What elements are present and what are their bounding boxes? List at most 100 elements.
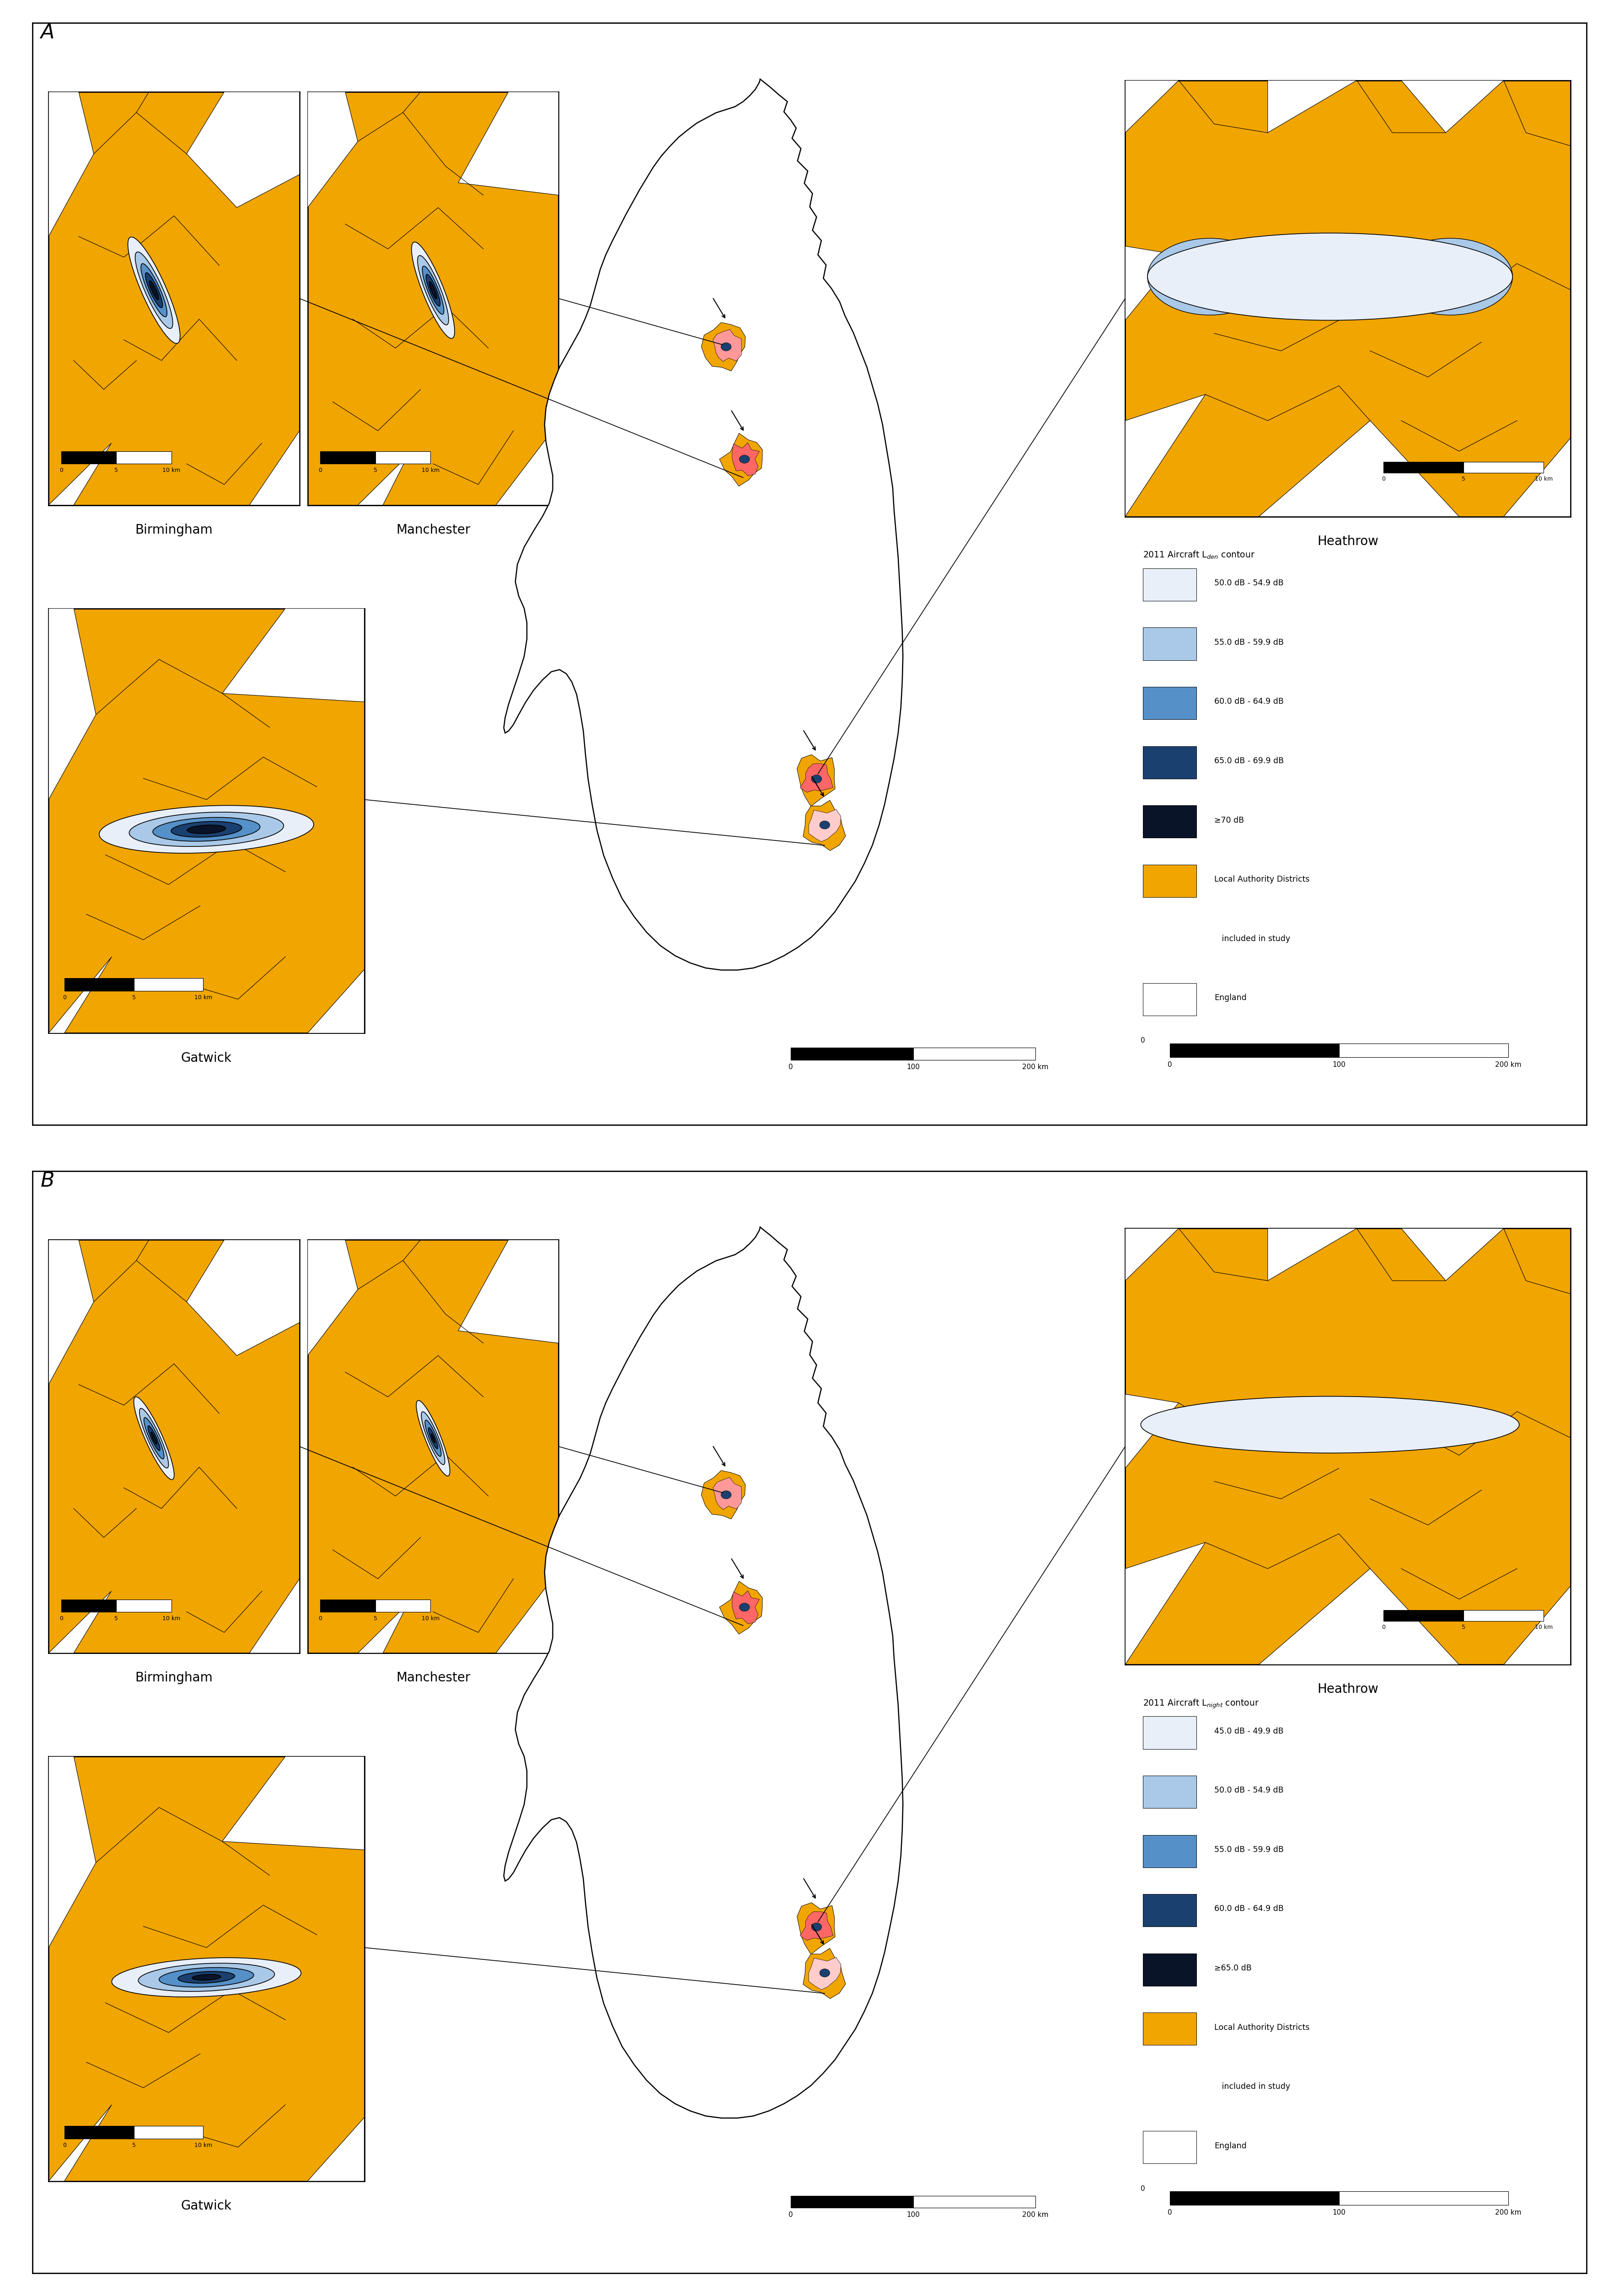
Bar — [1143, 1835, 1196, 1867]
Text: 200 km: 200 km — [1494, 1061, 1522, 1068]
Ellipse shape — [1148, 232, 1512, 321]
Text: England: England — [1214, 2142, 1247, 2149]
Ellipse shape — [819, 1970, 831, 1977]
Polygon shape — [186, 92, 300, 207]
Polygon shape — [186, 1240, 300, 1355]
Polygon shape — [495, 1570, 559, 1653]
Ellipse shape — [1182, 1403, 1478, 1446]
Text: 5: 5 — [115, 1616, 118, 1621]
Bar — [117, 1600, 172, 1612]
Bar — [790, 2195, 913, 2209]
Polygon shape — [49, 608, 96, 799]
Text: 100: 100 — [907, 1063, 920, 1070]
Ellipse shape — [141, 264, 167, 317]
Ellipse shape — [1290, 266, 1370, 287]
Bar — [1143, 569, 1196, 602]
Text: 10 km: 10 km — [1535, 1623, 1553, 1630]
Bar — [1143, 2014, 1196, 2046]
Text: 200 km: 200 km — [1494, 2209, 1522, 2216]
Bar — [1383, 1609, 1464, 1621]
Bar — [1383, 461, 1464, 473]
Polygon shape — [1260, 420, 1459, 517]
Bar — [65, 978, 134, 992]
Text: 0: 0 — [319, 1616, 322, 1621]
Ellipse shape — [112, 1958, 301, 1998]
Text: Gatwick: Gatwick — [181, 2200, 232, 2213]
Text: 0: 0 — [1167, 2209, 1172, 2216]
Text: 100: 100 — [1332, 1061, 1345, 1068]
Polygon shape — [800, 765, 834, 792]
Text: 5: 5 — [374, 1616, 377, 1621]
Bar — [1143, 866, 1196, 898]
Bar — [1169, 1042, 1339, 1056]
Text: 0: 0 — [1381, 1623, 1386, 1630]
Bar — [1464, 461, 1545, 473]
Text: 55.0 dB - 59.9 dB: 55.0 dB - 59.9 dB — [1214, 1846, 1284, 1853]
Polygon shape — [732, 443, 759, 475]
Polygon shape — [1402, 80, 1504, 133]
Ellipse shape — [152, 817, 261, 840]
Ellipse shape — [130, 813, 283, 847]
Ellipse shape — [416, 1401, 450, 1476]
Polygon shape — [808, 1958, 840, 1991]
Ellipse shape — [811, 774, 822, 783]
Text: 5: 5 — [1462, 1623, 1465, 1630]
Text: 10 km: 10 km — [162, 1616, 180, 1621]
Bar — [1143, 806, 1196, 838]
Text: 10 km: 10 km — [194, 994, 212, 1001]
Text: 0: 0 — [60, 1616, 63, 1621]
Text: 5: 5 — [374, 468, 377, 473]
Polygon shape — [701, 1469, 745, 1520]
Bar — [1143, 627, 1196, 661]
Ellipse shape — [1141, 1396, 1519, 1453]
Bar — [117, 452, 172, 464]
Bar — [1339, 2190, 1509, 2204]
Text: 0: 0 — [788, 2211, 793, 2218]
Text: 100: 100 — [907, 2211, 920, 2218]
Polygon shape — [308, 92, 358, 207]
Polygon shape — [308, 2117, 364, 2181]
Polygon shape — [1268, 80, 1357, 133]
Polygon shape — [803, 801, 845, 850]
Text: Birmingham: Birmingham — [136, 1671, 212, 1685]
Text: 5: 5 — [133, 994, 136, 1001]
Polygon shape — [222, 1756, 364, 1851]
Polygon shape — [495, 422, 559, 505]
Polygon shape — [797, 755, 835, 806]
Text: 0: 0 — [319, 468, 322, 473]
Ellipse shape — [429, 1428, 437, 1449]
Text: 0: 0 — [60, 468, 63, 473]
Text: 10 km: 10 km — [194, 2142, 212, 2149]
Text: 10 km: 10 km — [421, 1616, 439, 1621]
Ellipse shape — [431, 1433, 436, 1442]
Ellipse shape — [811, 1922, 822, 1931]
Text: 0: 0 — [1167, 1061, 1172, 1068]
Polygon shape — [504, 1226, 903, 2117]
Polygon shape — [49, 957, 112, 1033]
Polygon shape — [49, 1756, 96, 1947]
Text: 50.0 dB - 54.9 dB: 50.0 dB - 54.9 dB — [1214, 579, 1284, 588]
Polygon shape — [458, 1240, 559, 1343]
Text: Birmingham: Birmingham — [136, 523, 212, 537]
Ellipse shape — [146, 273, 162, 308]
Ellipse shape — [418, 255, 448, 326]
Ellipse shape — [426, 1419, 440, 1456]
Ellipse shape — [1193, 243, 1467, 310]
Polygon shape — [458, 92, 559, 195]
Ellipse shape — [188, 824, 225, 833]
Ellipse shape — [144, 1417, 164, 1458]
Ellipse shape — [149, 280, 159, 301]
Bar — [1143, 1775, 1196, 1809]
Text: 5: 5 — [115, 468, 118, 473]
Ellipse shape — [819, 822, 831, 829]
Polygon shape — [308, 969, 364, 1033]
Polygon shape — [797, 1903, 835, 1954]
Ellipse shape — [178, 1972, 235, 1984]
Polygon shape — [49, 92, 94, 236]
Bar — [62, 1600, 117, 1612]
Ellipse shape — [159, 1968, 254, 1986]
Text: 60.0 dB - 64.9 dB: 60.0 dB - 64.9 dB — [1214, 698, 1284, 705]
Text: ≥65.0 dB: ≥65.0 dB — [1214, 1963, 1251, 1972]
Ellipse shape — [134, 1396, 175, 1479]
Text: included in study: included in study — [1214, 934, 1290, 944]
